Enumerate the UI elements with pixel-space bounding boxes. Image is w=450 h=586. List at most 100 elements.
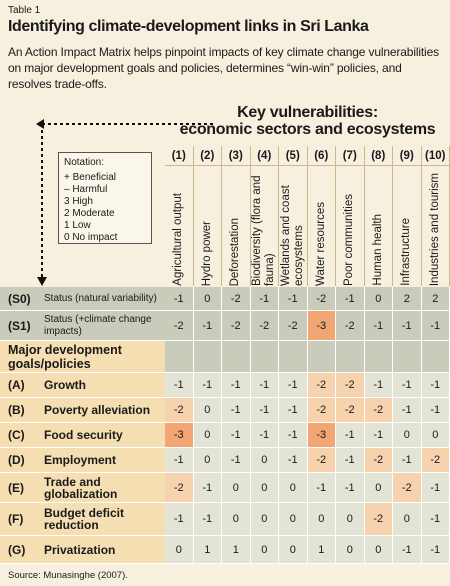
matrix-cell: -1 (364, 373, 393, 398)
matrix-cell: 0 (193, 287, 222, 311)
matrix-cell: -1 (193, 311, 222, 341)
matrix-cell: -1 (250, 423, 279, 448)
matrix-cell: -1 (393, 536, 422, 564)
matrix-cell: -1 (393, 398, 422, 423)
matrix-cell: 0 (307, 503, 336, 536)
matrix-cell: -2 (364, 503, 393, 536)
empty-cell (193, 341, 222, 373)
matrix-cell: -1 (364, 423, 393, 448)
matrix-cell: 0 (193, 398, 222, 423)
matrix-cell: -1 (279, 398, 308, 423)
matrix-cell: -1 (421, 503, 450, 536)
matrix-cell: 0 (336, 536, 365, 564)
matrix-cell: -2 (336, 373, 365, 398)
column-label-text: Human health (371, 214, 384, 286)
matrix-cell: -3 (307, 423, 336, 448)
column-label-text: Agricultural output (172, 193, 185, 286)
matrix-cell: -2 (307, 398, 336, 423)
row-code: (S1) (0, 311, 40, 341)
notation-box: Notation: + Beneficial – Harmful 3 High 2 M… (58, 152, 152, 244)
matrix-cell: -2 (336, 311, 365, 341)
column-label: Human health (365, 166, 393, 286)
empty-cell (222, 341, 251, 373)
matrix-cell: 2 (421, 287, 450, 311)
column-number: (2) (193, 146, 222, 166)
matrix-cell: 0 (193, 423, 222, 448)
column-number: (8) (364, 146, 393, 166)
row-code: (G) (0, 536, 40, 564)
matrix-cell: 0 (364, 287, 393, 311)
empty-cell (364, 341, 393, 373)
matrix-cell: -1 (421, 536, 450, 564)
matrix-cell: 0 (421, 423, 450, 448)
matrix-cell: 0 (279, 536, 308, 564)
matrix-cell: -1 (193, 373, 222, 398)
column-label-text: Water resources (314, 202, 327, 286)
matrix-cell: -1 (165, 503, 194, 536)
empty-cell (165, 341, 194, 373)
matrix-cell: -1 (250, 373, 279, 398)
matrix-cell: -1 (393, 311, 422, 341)
header-line: Key vulnerabilities: (237, 104, 378, 121)
notation-title: Notation: (64, 157, 105, 168)
matrix-cell: -1 (336, 448, 365, 473)
matrix-cell: -2 (336, 398, 365, 423)
matrix-cell: 0 (222, 473, 251, 503)
matrix-cell: -2 (421, 448, 450, 473)
matrix-cell: -2 (222, 311, 251, 341)
matrix-cell: 0 (193, 448, 222, 473)
matrix-cell: 2 (393, 287, 422, 311)
row-code: (S0) (0, 287, 40, 311)
column-label: Deforestation (222, 166, 251, 286)
column-label: Industries and tourism (422, 166, 450, 286)
matrix-cell: -1 (421, 473, 450, 503)
row-label: Status (+climate change impacts) (40, 311, 165, 341)
matrix-cell: -1 (421, 311, 450, 341)
matrix-cell: -1 (165, 448, 194, 473)
matrix-cell: 1 (307, 536, 336, 564)
matrix-cell: -1 (279, 287, 308, 311)
row-label: Trade and globalization (40, 473, 165, 503)
matrix-cell: 0 (250, 448, 279, 473)
column-label-text: Deforestation (229, 217, 242, 286)
row-label: Poverty alleviation (40, 398, 165, 423)
matrix-cell: 1 (222, 536, 251, 564)
matrix-cell: -2 (307, 287, 336, 311)
header-line: economic sectors and ecosystems (179, 121, 436, 138)
matrix-cell: -1 (279, 423, 308, 448)
row-code: (C) (0, 423, 40, 448)
column-number: (9) (393, 146, 422, 166)
matrix-cell: -3 (165, 423, 194, 448)
matrix-cell: -2 (165, 473, 194, 503)
matrix-cell: -1 (222, 398, 251, 423)
arrowhead (37, 277, 47, 286)
column-label-text: Infrastructure (400, 218, 413, 286)
matrix-cell: -2 (165, 311, 194, 341)
matrix-cell: 0 (336, 503, 365, 536)
column-label: Infrastructure (393, 166, 422, 286)
matrix-cell: -1 (250, 287, 279, 311)
matrix-cell: -1 (222, 423, 251, 448)
matrix-cell: -1 (307, 473, 336, 503)
column-label: Agricultural output (165, 166, 194, 286)
row-label: Status (natural variability) (40, 287, 165, 311)
column-label-text: Biodiversity (flora and fauna) (251, 175, 277, 286)
source: Source: Munasinghe (2007). (8, 570, 128, 581)
column-number: (4) (250, 146, 279, 166)
matrix-cell: 0 (364, 536, 393, 564)
table-label: Table 1 (8, 5, 41, 16)
column-number: (3) (222, 146, 251, 166)
empty-cell (307, 341, 336, 373)
matrix-cell: -1 (250, 398, 279, 423)
row-code: (F) (0, 503, 40, 536)
matrix-cell: -2 (165, 398, 194, 423)
column-label-text: Poor communities (343, 193, 356, 286)
matrix-cell: 0 (222, 503, 251, 536)
matrix-cell: -1 (193, 473, 222, 503)
matrix-cell: 0 (250, 536, 279, 564)
notation-item: 2 Moderate (64, 208, 115, 219)
matrix-cell: 0 (279, 473, 308, 503)
matrix-cell: -1 (222, 373, 251, 398)
matrix-cell: -1 (336, 287, 365, 311)
column-number: (7) (336, 146, 365, 166)
